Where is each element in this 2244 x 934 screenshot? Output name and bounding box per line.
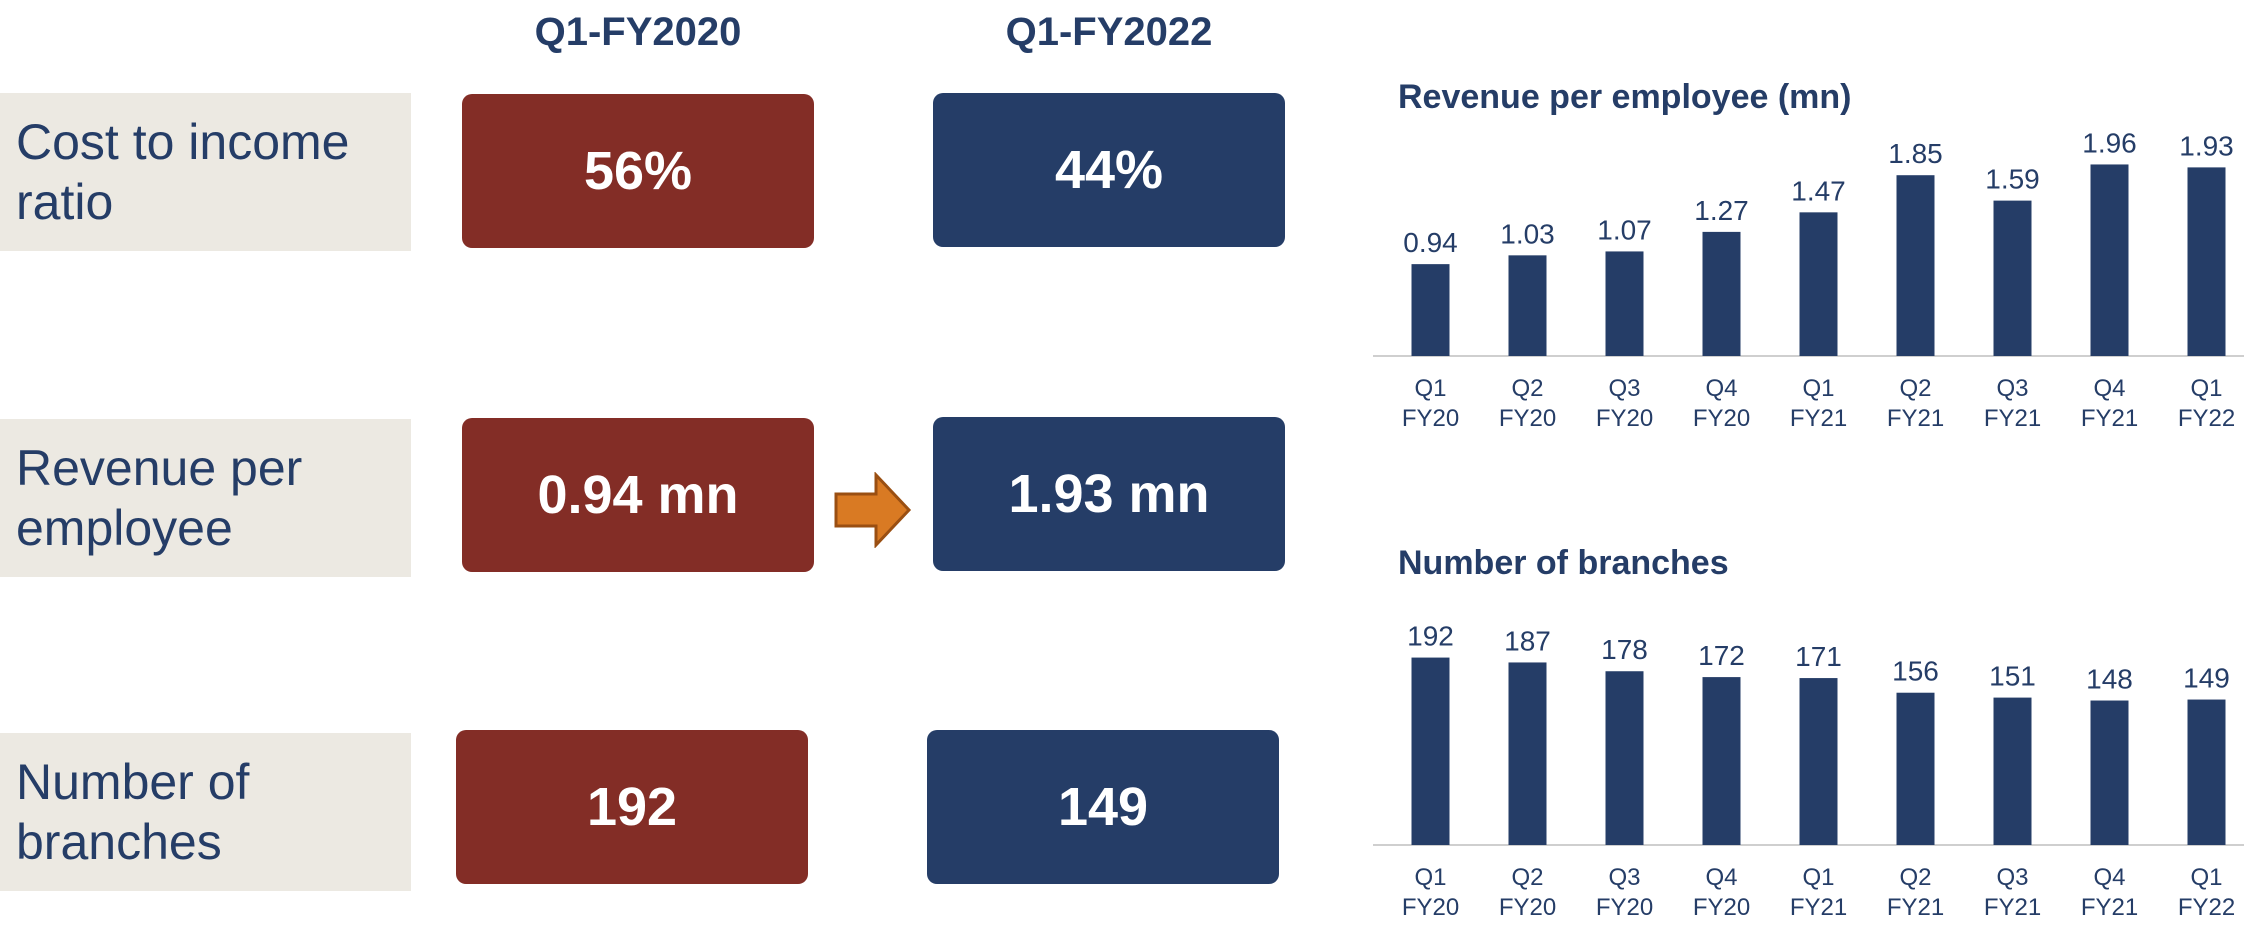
data-label: 0.94 xyxy=(1403,227,1458,258)
data-label: 172 xyxy=(1698,640,1745,671)
metric-old-value-revenue-per-employee: 0.94 mn xyxy=(462,418,814,572)
data-label: 192 xyxy=(1407,621,1454,652)
data-label: 148 xyxy=(2086,664,2133,695)
right-arrow-icon xyxy=(834,472,912,548)
bar xyxy=(1411,657,1450,845)
x-tick-label: Q1 FY21 xyxy=(1790,864,1847,921)
x-tick-label: Q1 FY22 xyxy=(2178,375,2235,432)
bar xyxy=(1993,697,2032,845)
metric-new-value-revenue-per-employee: 1.93 mn xyxy=(933,417,1285,571)
column-header-q1-fy2022: Q1-FY2022 xyxy=(1005,10,1213,54)
x-tick-label: Q4 FY21 xyxy=(2081,375,2138,432)
metric-label-cost-to-income: Cost to income ratio xyxy=(0,93,411,251)
x-tick-label: Q1 FY20 xyxy=(1402,375,1459,432)
data-label: 151 xyxy=(1989,661,2036,692)
revenue-per-employee-bars: 0.94 Q1 FY20 1.03 Q2 FY20 1.07 Q3 FY20 1.27 Q4 FY20… xyxy=(1373,127,2244,432)
chart-title: Number of branches xyxy=(1398,544,1729,582)
data-label: 156 xyxy=(1892,656,1939,687)
bar xyxy=(1896,692,1935,845)
x-tick-label: Q1 FY22 xyxy=(2178,864,2235,921)
metric-old-value-number-of-branches: 192 xyxy=(456,730,808,884)
bar xyxy=(2187,699,2226,845)
bar xyxy=(1993,200,2032,356)
x-tick-label: Q2 FY21 xyxy=(1887,375,1944,432)
chart-title: Revenue per employee (mn) xyxy=(1398,78,1852,116)
bar xyxy=(1411,264,1450,356)
bar xyxy=(1702,677,1741,845)
x-tick-label: Q4 FY20 xyxy=(1693,375,1750,432)
data-label: 1.59 xyxy=(1985,164,2040,195)
data-label: 1.93 xyxy=(2179,130,2234,161)
data-label: 149 xyxy=(2183,663,2230,694)
data-label: 1.85 xyxy=(1888,138,1943,169)
x-tick-label: Q2 FY21 xyxy=(1887,864,1944,921)
column-header-q1-fy2020: Q1-FY2020 xyxy=(534,10,742,54)
bar xyxy=(1799,678,1838,845)
bar xyxy=(2090,700,2129,845)
data-label: 187 xyxy=(1504,625,1551,656)
bar xyxy=(1605,671,1644,845)
data-label: 1.96 xyxy=(2082,127,2137,158)
data-label: 1.07 xyxy=(1597,214,1652,245)
metric-old-value-cost-to-income: 56% xyxy=(462,94,814,248)
data-label: 1.03 xyxy=(1500,218,1555,249)
number-of-branches-bars: 192 Q1 FY20 187 Q2 FY20 178 Q3 FY20 172 Q4 FY20 171 Q… xyxy=(1373,621,2244,921)
metric-label-number-of-branches: Number of branches xyxy=(0,733,411,891)
data-label: 1.27 xyxy=(1694,195,1749,226)
data-label: 1.47 xyxy=(1791,175,1846,206)
x-tick-label: Q4 FY21 xyxy=(2081,864,2138,921)
bar xyxy=(1508,255,1547,356)
data-label: 171 xyxy=(1795,641,1842,672)
bar xyxy=(1508,662,1547,845)
x-tick-label: Q1 FY21 xyxy=(1790,375,1847,432)
bar xyxy=(2090,164,2129,356)
bar xyxy=(1702,231,1741,356)
bar xyxy=(1605,251,1644,356)
x-tick-label: Q3 FY20 xyxy=(1596,864,1653,921)
x-tick-label: Q3 FY21 xyxy=(1984,375,2041,432)
bar xyxy=(2187,167,2226,356)
metric-new-value-number-of-branches: 149 xyxy=(927,730,1279,884)
bar xyxy=(1799,212,1838,356)
x-tick-label: Q3 FY21 xyxy=(1984,864,2041,921)
revenue-per-employee-chart: Revenue per employee (mn) 0.94 Q1 FY20 1.03… xyxy=(1370,74,2244,444)
x-tick-label: Q1 FY20 xyxy=(1402,864,1459,921)
data-label: 178 xyxy=(1601,634,1648,665)
x-tick-label: Q4 FY20 xyxy=(1693,864,1750,921)
number-of-branches-chart: Number of branches 192 Q1 FY20 187 Q2 FY20 178… xyxy=(1370,540,2244,934)
metric-new-value-cost-to-income: 44% xyxy=(933,93,1285,247)
x-tick-label: Q2 FY20 xyxy=(1499,375,1556,432)
x-tick-label: Q3 FY20 xyxy=(1596,375,1653,432)
bar xyxy=(1896,175,1935,356)
metric-label-revenue-per-employee: Revenue per employee xyxy=(0,419,411,577)
x-tick-label: Q2 FY20 xyxy=(1499,864,1556,921)
